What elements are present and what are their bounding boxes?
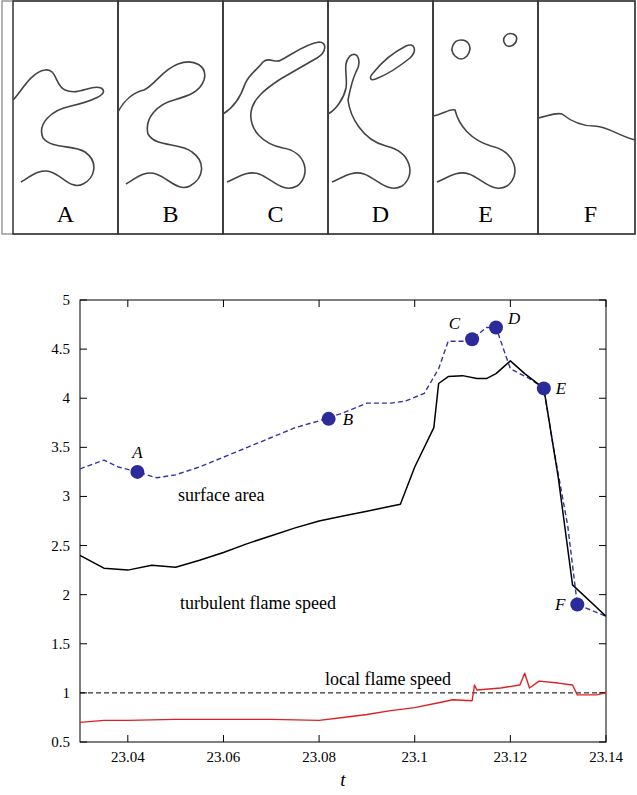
frame-border (328, 1, 433, 234)
frame-border (13, 1, 118, 234)
y-tick-label: 0.5 (51, 734, 70, 750)
snapshot-label: E (478, 201, 493, 227)
frame-border (223, 1, 328, 234)
y-tick (80, 349, 606, 350)
flame-outline-group (538, 113, 635, 140)
y-tick (80, 447, 606, 448)
label-ground (323, 669, 453, 689)
y-tick (80, 692, 606, 693)
series-name: surface area (178, 485, 264, 505)
point-marker (489, 321, 503, 335)
x-tick-label: 23.04 (111, 749, 145, 765)
snapshot-frame: B (118, 1, 223, 234)
flame-outline (538, 113, 635, 140)
y-tick-label: 2 (63, 587, 71, 603)
y-tick-label: 2.5 (51, 538, 70, 554)
x-tick-label: 23.06 (207, 749, 241, 765)
point-label: B (343, 410, 354, 429)
x-tick-label: 23.1 (402, 749, 428, 765)
flame-outline (223, 42, 325, 188)
axes: 0.511.522.533.544.5523.0423.0623.0823.12… (51, 292, 623, 790)
frame-border (118, 1, 223, 234)
flame-outline (371, 45, 415, 80)
frame-border (538, 1, 635, 234)
x-tick (223, 300, 224, 742)
point-label: C (449, 314, 461, 333)
snapshot-label: D (372, 201, 389, 227)
x-tick (127, 300, 128, 742)
point-labels: A B C D E F (131, 309, 567, 615)
flame-outline (433, 110, 515, 189)
figure: A B C D E F 0.5 1 1.5 2 2.5 3 3.5 4 4.5 5 23.04 23.06 23.0… (0, 0, 637, 795)
plot-area (80, 321, 606, 723)
y-tick (80, 496, 606, 497)
series-line (80, 361, 606, 616)
point-marker (130, 465, 144, 479)
snapshot-label: A (57, 201, 75, 227)
flame-outline (328, 54, 410, 188)
point-label: A (131, 443, 143, 462)
snapshot-frame: E (433, 1, 538, 234)
reference-line (80, 692, 606, 693)
y-tick-label: 3 (63, 488, 71, 504)
flame-outline (13, 70, 104, 186)
panel-border (2, 1, 635, 234)
x-tick-label: 23.08 (302, 749, 336, 765)
frame-border (433, 1, 538, 234)
flame-outline (452, 40, 470, 59)
flame-outline-group (13, 70, 104, 186)
y-tick-label: 3.5 (51, 439, 70, 455)
y-tick (80, 545, 606, 546)
y-tick-label: 4.5 (51, 341, 70, 357)
y-tick-label: 5 (63, 292, 71, 308)
point-label: D (507, 309, 521, 328)
flame-outline-group (433, 34, 517, 189)
point-marker (537, 381, 551, 395)
y-tick (80, 643, 606, 644)
point-label: E (555, 379, 567, 398)
snapshot-frame: A (13, 1, 118, 234)
x-tick-label: 23.12 (493, 749, 527, 765)
plot-frame (80, 300, 606, 742)
snapshot-frame: F (538, 1, 636, 234)
point-marker (322, 412, 336, 426)
y-tick-label: 1.5 (51, 636, 70, 652)
snapshot-frame: D (328, 1, 433, 234)
point-label: F (554, 595, 566, 614)
x-tick-label: 23.14 (589, 749, 623, 765)
snapshot-label: C (267, 201, 283, 227)
snapshot-panel: A B C D E F (2, 1, 636, 234)
snapshot-label: F (584, 201, 597, 227)
y-tick-label: 4 (63, 390, 71, 406)
flame-outline-group (223, 42, 325, 188)
flame-outline-group (328, 45, 414, 188)
series-name: turbulent flame speed (180, 593, 336, 613)
y-tick-label: 1 (63, 685, 71, 701)
x-axis-title: t (340, 769, 346, 790)
label-ground (178, 593, 338, 613)
flame-outline-group (118, 62, 205, 187)
point-marker (465, 332, 479, 346)
point-marker (570, 597, 584, 611)
y-tick (80, 594, 606, 595)
series-labels: surface area turbulent flame speed local f… (176, 485, 453, 689)
flame-outline (504, 34, 517, 47)
snapshot-label: B (162, 201, 178, 227)
series-line (80, 328, 606, 617)
label-ground (176, 485, 266, 505)
series-name: local flame speed (325, 669, 451, 689)
flame-outline (118, 62, 205, 187)
snapshot-frame: C (223, 1, 328, 234)
y-tick (80, 398, 606, 399)
